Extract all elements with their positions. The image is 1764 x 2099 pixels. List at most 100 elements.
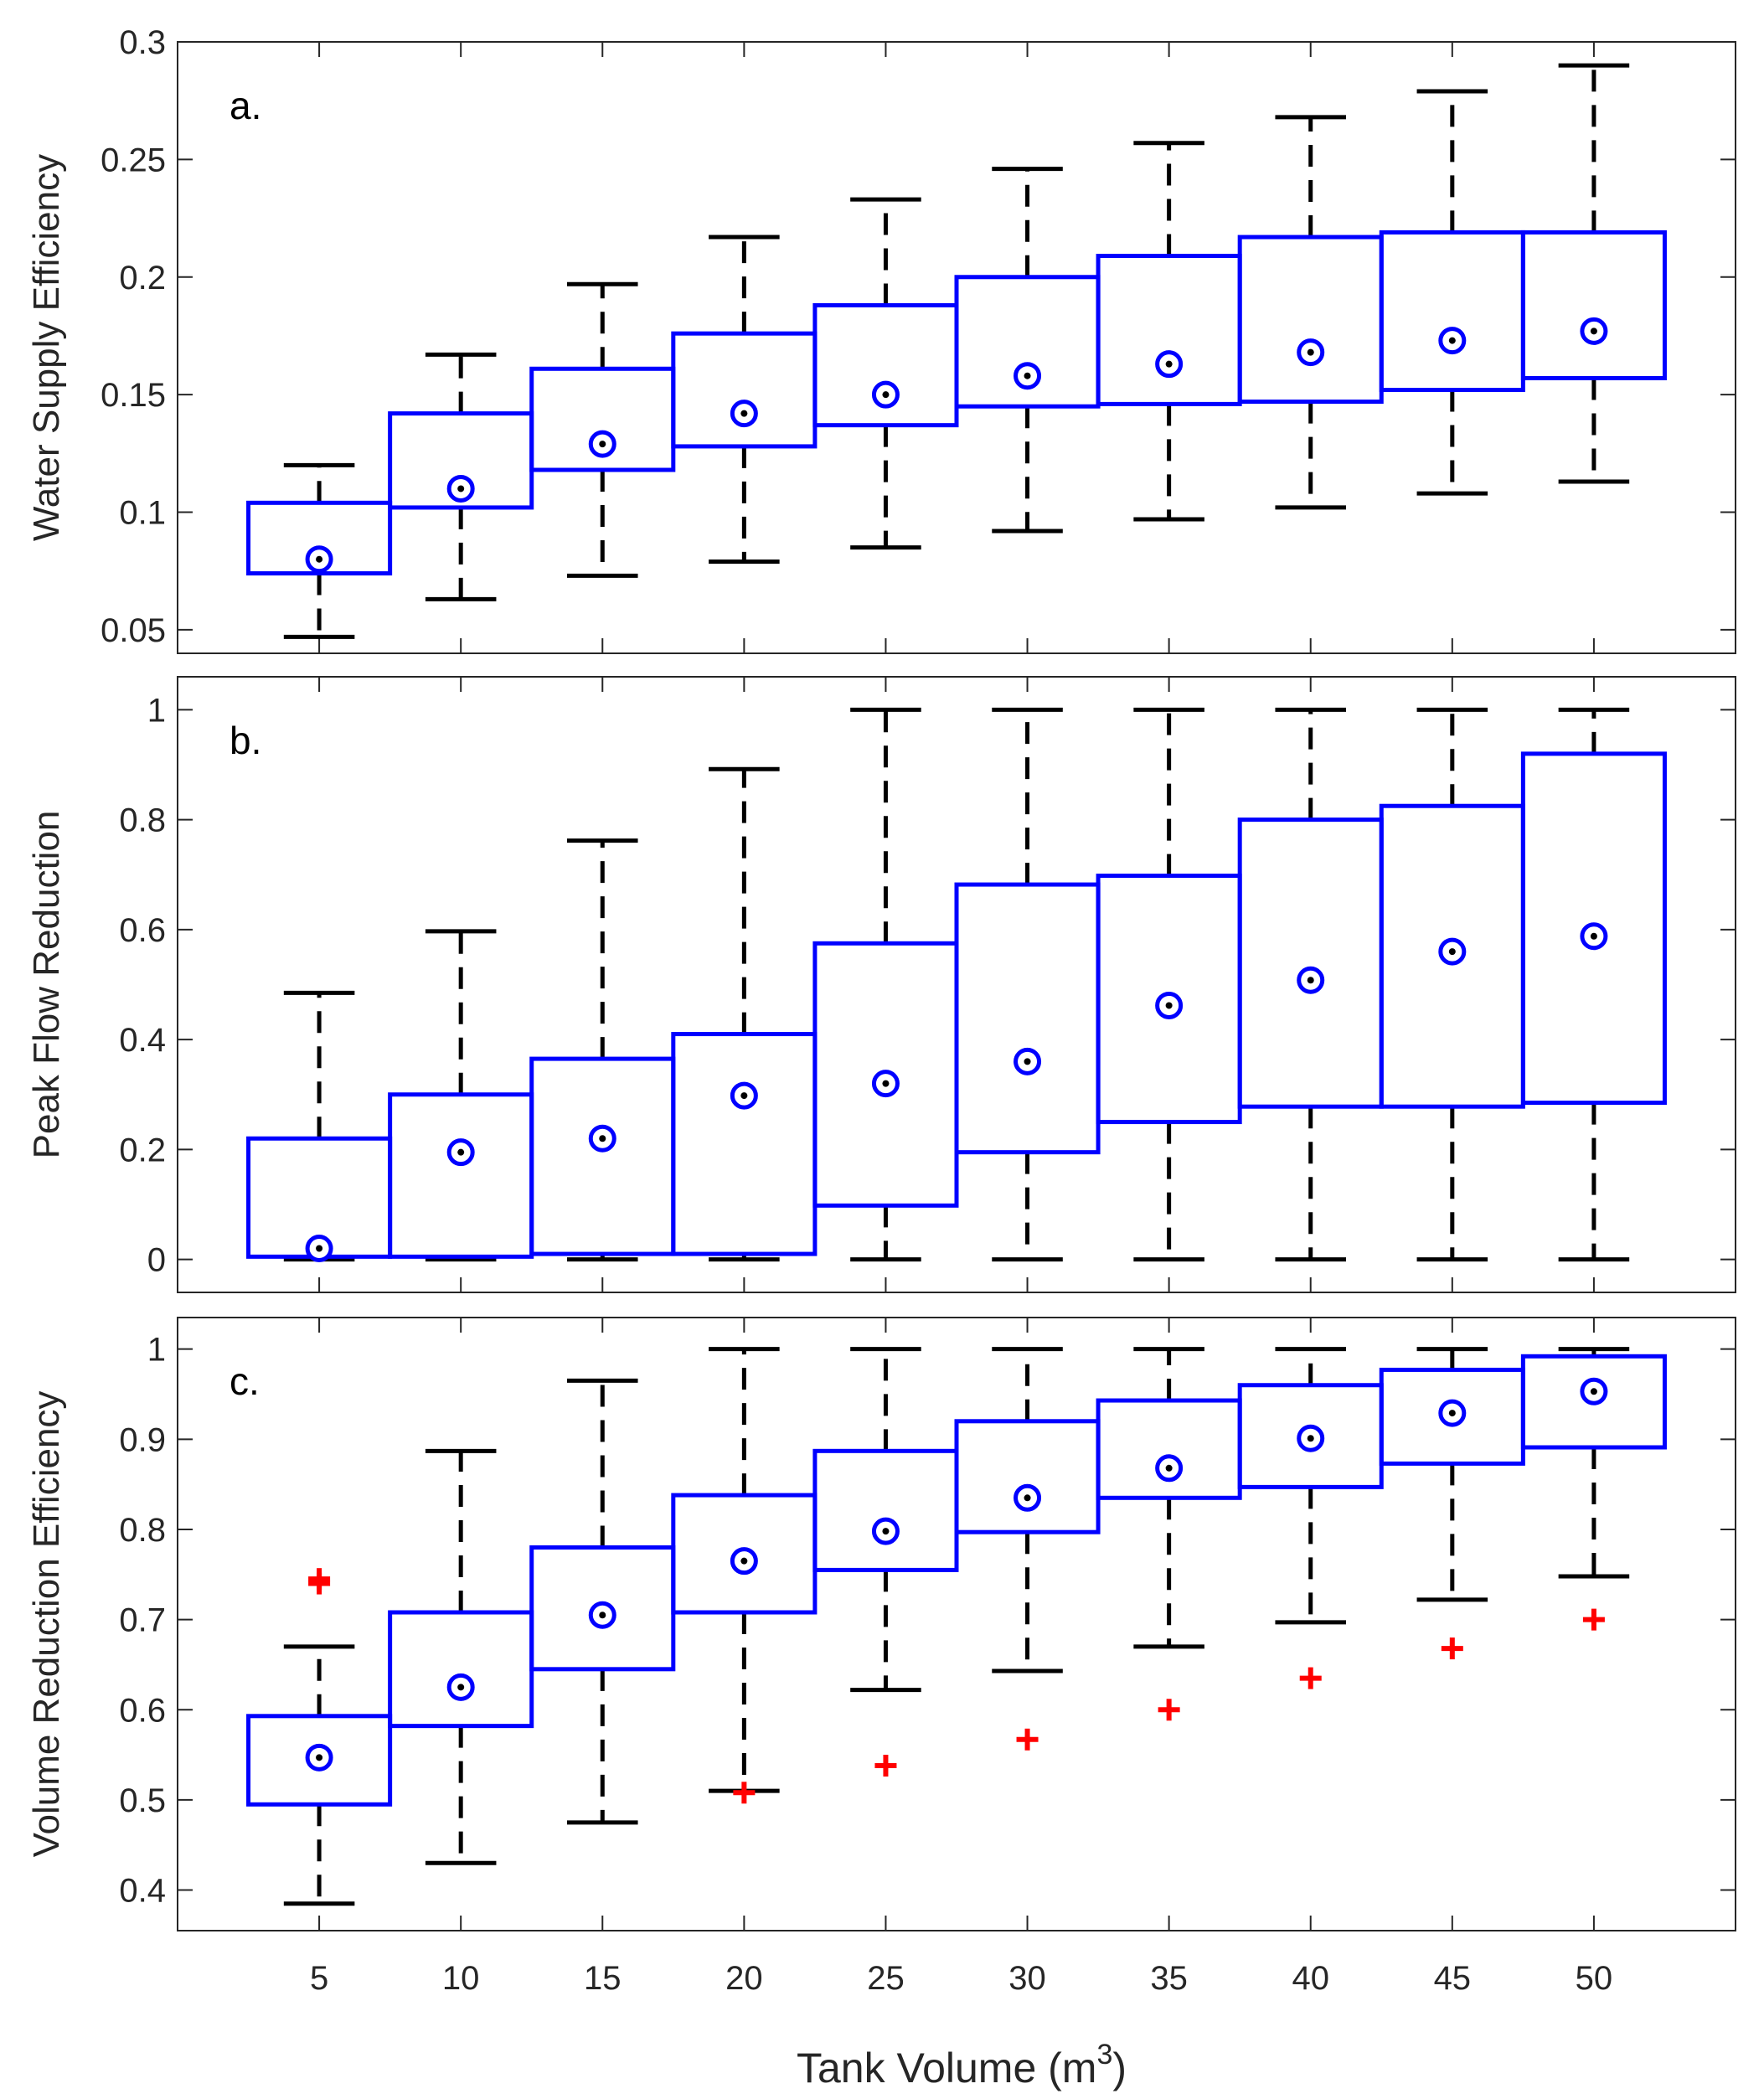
median-dot xyxy=(740,1557,748,1565)
box-50 xyxy=(1520,63,1667,484)
y-axis-label: Water Supply Efficiency xyxy=(26,154,67,541)
y-tick-label: 0.7 xyxy=(119,1602,166,1639)
box-20 xyxy=(671,1347,818,1804)
median-dot xyxy=(1590,932,1597,940)
y-axis-label: Volume Reduction Efficiency xyxy=(26,1391,67,1858)
outlier-marker xyxy=(733,1782,756,1804)
iqr-box xyxy=(1520,1354,1667,1450)
median-dot xyxy=(1448,948,1456,956)
iqr-box xyxy=(246,1714,393,1807)
box-5 xyxy=(246,990,393,1262)
y-tick-label: 0.6 xyxy=(119,1692,166,1729)
median-dot xyxy=(457,1684,465,1691)
box-50 xyxy=(1520,1347,1667,1631)
y-tick-label: 0.8 xyxy=(119,1512,166,1549)
y-tick-label: 0.5 xyxy=(119,1782,166,1819)
outlier-marker xyxy=(874,1755,897,1777)
x-tick-label: 35 xyxy=(1150,1960,1188,1997)
box-45 xyxy=(1379,89,1525,496)
panel-c: 0.4 0.5 0.6 0.7 0.8 0.9 1 Volume Reduction Effi… xyxy=(26,1317,1736,1997)
median-dot xyxy=(740,1092,748,1100)
median-dot xyxy=(599,1135,606,1142)
panel-label: a. xyxy=(230,84,261,127)
median-dot xyxy=(1307,348,1314,356)
box-35 xyxy=(1096,141,1242,522)
median-dot xyxy=(457,1148,465,1156)
box-5 xyxy=(246,462,393,639)
median-dot xyxy=(1024,1058,1031,1065)
x-tick-label: 10 xyxy=(442,1960,480,1997)
axes-frame xyxy=(177,41,1736,654)
x-tick-label: 30 xyxy=(1008,1960,1046,1997)
y-tick-label: 0.4 xyxy=(119,1022,166,1059)
median-dot xyxy=(316,1754,323,1761)
x-tick-label: 5 xyxy=(310,1960,328,1997)
axes-frame xyxy=(177,676,1736,1293)
median-dot xyxy=(882,391,890,399)
box-50 xyxy=(1520,707,1667,1262)
panel-a: 0.05 0.1 0.15 0.2 0.25 0.3 Water Supply Effici… xyxy=(26,24,1736,654)
median-dot xyxy=(1165,360,1173,368)
y-tick-label: 0 xyxy=(147,1242,166,1279)
panel-b: 0 0.2 0.4 0.6 0.8 1 Peak Flow Reduction b. xyxy=(26,676,1736,1293)
median-dot xyxy=(1024,1494,1031,1502)
y-tick-label: 1 xyxy=(147,692,166,729)
median-dot xyxy=(457,485,465,493)
box-5 xyxy=(246,1568,393,1906)
iqr-box xyxy=(1520,751,1667,1106)
median-dot xyxy=(1448,337,1456,344)
y-tick-label: 0.1 xyxy=(119,495,166,532)
box-25 xyxy=(812,707,959,1262)
iqr-box xyxy=(246,500,393,576)
x-axis-label-superscript: 3 xyxy=(1096,2039,1112,2071)
y-tick-label: 0.3 xyxy=(119,24,166,61)
box-10 xyxy=(388,352,534,601)
median-dot xyxy=(599,441,606,448)
y-tick-label: 1 xyxy=(147,1332,166,1369)
outlier-marker xyxy=(1016,1728,1039,1751)
box-40 xyxy=(1237,115,1384,510)
box-10 xyxy=(388,1448,534,1865)
y-tick-label: 0.9 xyxy=(119,1421,166,1458)
x-tick-label: 50 xyxy=(1576,1960,1613,1997)
median-dot xyxy=(1307,977,1314,984)
panel-label: b. xyxy=(230,719,261,762)
x-tick-label: 45 xyxy=(1434,1960,1472,1997)
x-tick-label: 20 xyxy=(725,1960,763,1997)
y-tick-label: 0.8 xyxy=(119,802,166,839)
box-20 xyxy=(671,235,818,564)
x-tick-label: 40 xyxy=(1292,1960,1329,1997)
y-tick-label: 0.2 xyxy=(119,260,166,297)
outlier-marker xyxy=(1158,1699,1180,1721)
median-dot xyxy=(740,410,748,417)
box-40 xyxy=(1237,1347,1384,1689)
iqr-box xyxy=(1520,229,1667,380)
outlier-marker xyxy=(1441,1637,1463,1660)
box-35 xyxy=(1096,1347,1242,1721)
outlier-marker xyxy=(1299,1667,1322,1689)
median-dot xyxy=(882,1080,890,1087)
x-tick-label: 15 xyxy=(584,1960,622,1997)
x-tick-label: 25 xyxy=(867,1960,905,1997)
outlier-marker xyxy=(308,1568,331,1591)
y-tick-label: 0.25 xyxy=(101,142,166,178)
median-dot xyxy=(1590,327,1597,335)
y-tick-label: 0.2 xyxy=(119,1132,166,1168)
y-tick-label: 0.15 xyxy=(101,377,166,414)
x-axis-label: Tank Volume (m3) xyxy=(797,2039,1127,2091)
median-dot xyxy=(316,555,323,563)
x-axis-label-main: Tank Volume (m xyxy=(797,2045,1096,2091)
median-dot xyxy=(1448,1410,1456,1417)
median-dot xyxy=(882,1528,890,1535)
axes-frame xyxy=(177,1317,1736,1931)
x-axis-label-close: ) xyxy=(1112,2045,1127,2091)
y-tick-label: 0.4 xyxy=(119,1873,166,1910)
y-tick-label: 0.6 xyxy=(119,912,166,949)
median-dot xyxy=(1165,1464,1173,1472)
y-tick-label: 0.05 xyxy=(101,612,166,649)
median-dot xyxy=(316,1245,323,1252)
panel-label: c. xyxy=(230,1359,260,1403)
